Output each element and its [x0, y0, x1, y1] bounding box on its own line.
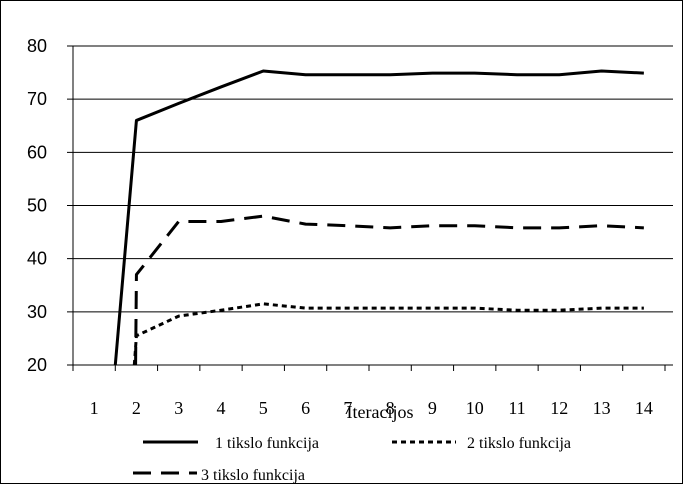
y-tick-label: 70	[27, 89, 47, 109]
legend-label: 1 tikslo funkcija	[215, 435, 319, 452]
y-axis-ticks: 20 30 40 50 60 70 80	[27, 36, 47, 375]
x-tick-label: 5	[259, 398, 268, 418]
x-tick-label: 10	[466, 398, 484, 418]
x-tick-label: 7	[343, 398, 352, 418]
legend-label: 2 tikslo funkcija	[467, 435, 571, 452]
x-tick-label: 6	[301, 398, 310, 418]
legend: 1 tikslo funkcija 2 tikslo funkcija 3 tiks…	[133, 435, 571, 484]
x-tick-label: 2	[132, 398, 141, 418]
x-tick-label: 4	[217, 398, 226, 418]
x-tick-label: 8	[386, 398, 395, 418]
y-tick-label: 50	[27, 196, 47, 216]
y-tick-label: 60	[27, 142, 47, 162]
series-lines	[113, 69, 644, 366]
gridlines	[67, 45, 673, 366]
y-tick-label: 30	[27, 302, 47, 322]
x-tick-label: 3	[174, 398, 183, 418]
series-line-1	[113, 69, 644, 366]
x-tick-label: 13	[593, 398, 611, 418]
y-tick-label: 40	[27, 249, 47, 269]
x-tick-label: 14	[635, 398, 653, 418]
x-tick-label: 11	[508, 398, 525, 418]
series-line-2	[132, 302, 644, 366]
y-tick-label: 20	[27, 355, 47, 375]
x-axis-title: Iteracijos	[347, 402, 414, 422]
x-tick-label: 9	[428, 398, 437, 418]
series-line-3	[134, 214, 644, 366]
y-tick-label: 80	[27, 36, 47, 56]
legend-label: 3 tikslo funkcija	[201, 467, 305, 484]
x-tick-label: 12	[550, 398, 568, 418]
x-tick-label: 1	[90, 398, 99, 418]
x-axis-ticks: 1 2 3 4 5 6 7 8 9 10 11 12 13 14	[72, 46, 666, 418]
